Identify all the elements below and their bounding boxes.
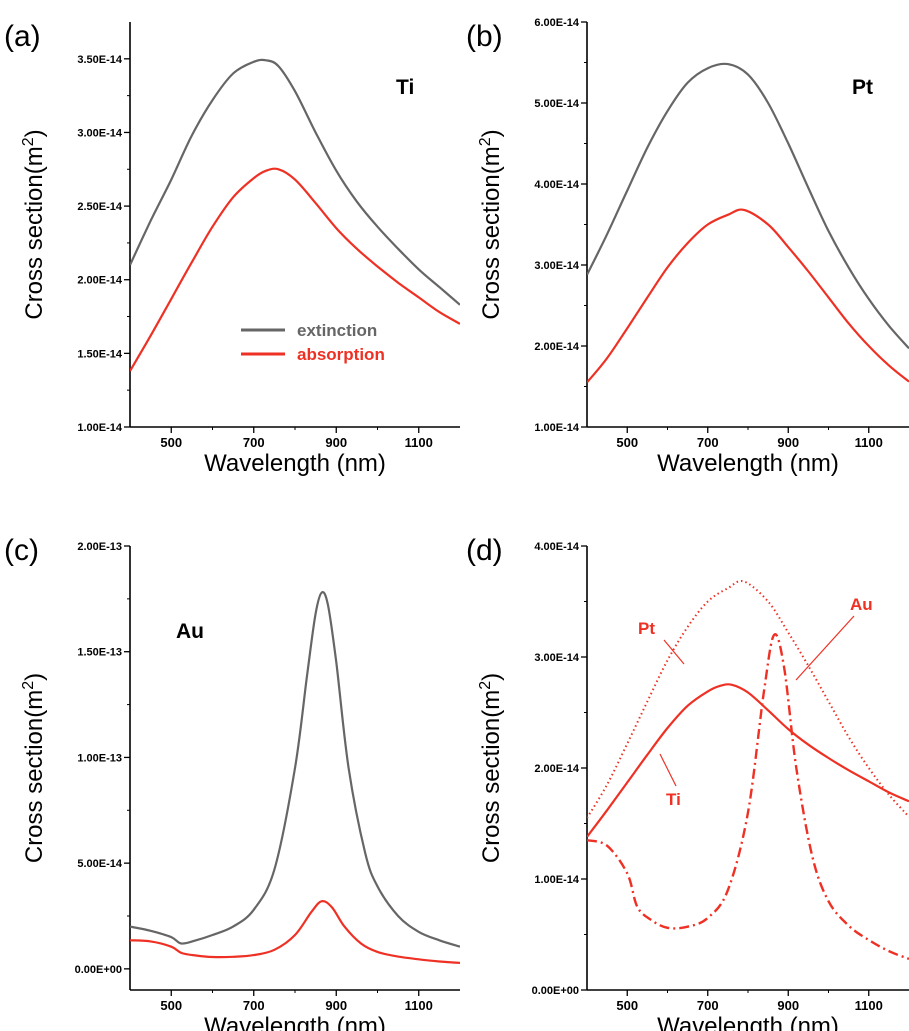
x-tick-label: 700	[243, 435, 265, 450]
x-tick-label: 1100	[855, 435, 883, 450]
y-tick-label: 4.00E-14	[534, 541, 580, 553]
chart-panel-a: 500 700 900 1100 1.00E-14 1.50E-14 2.00E-14 2.5…	[4, 20, 460, 477]
x-tick-label: 700	[697, 435, 719, 450]
y-axis-label: Cross section(m2)	[20, 673, 48, 863]
chart-panel-c: 500 700 900 1100 0.00E+00 5.00E-14 1.00E-13 1.5…	[4, 534, 460, 1031]
y-axis-label-main: Cross section(m	[21, 146, 48, 319]
y-tick-label: 3.00E-14	[534, 652, 580, 664]
y-axis-label-tail: )	[478, 129, 505, 137]
y-tick-label: 0.00E+00	[532, 985, 579, 997]
y-axis-label-superscript: 2	[477, 681, 494, 690]
y-tick-label: 2.50E-14	[77, 201, 123, 213]
y-tick-label: 4.00E-14	[534, 179, 580, 191]
panel-label: (a)	[4, 20, 41, 53]
y-tick-label: 3.00E-14	[77, 127, 123, 139]
series-line-absorption	[130, 167, 460, 372]
metal-label: Pt	[852, 76, 873, 99]
x-axis-label: Wavelength (nm)	[657, 450, 839, 477]
x-tick-label: 500	[160, 435, 182, 450]
series-line-extinction	[587, 62, 909, 350]
legend-label-absorption: absorption	[297, 345, 385, 364]
x-axis-label: Wavelength (nm)	[657, 1013, 839, 1031]
y-tick-label: 1.00E-14	[77, 422, 123, 434]
x-axis-label: Wavelength (nm)	[204, 1013, 386, 1031]
y-axis-label-main: Cross section(m	[478, 690, 505, 863]
annotation-ti: Ti	[666, 790, 681, 809]
y-tick-label: 6.00E-14	[534, 17, 580, 29]
x-tick-label: 700	[243, 998, 265, 1013]
y-tick-label: 2.00E-14	[534, 341, 580, 353]
y-tick-label: 5.00E-14	[534, 98, 580, 110]
y-tick-label: 3.00E-14	[534, 260, 580, 272]
series-group	[130, 591, 460, 964]
panel-label: (b)	[466, 20, 503, 53]
x-tick-label: 1100	[855, 998, 883, 1013]
annotation-pt-leader	[663, 639, 685, 665]
y-tick-label: 3.50E-14	[77, 54, 123, 66]
series-line-Pt	[587, 580, 909, 819]
y-tick-label: 2.00E-14	[534, 763, 580, 775]
x-tick-label: 900	[325, 435, 347, 450]
y-tick-label: 1.50E-14	[77, 348, 123, 360]
annotation-au: Au	[850, 595, 873, 614]
series-line-absorption	[587, 208, 909, 384]
chart-panel-d: 500 700 900 1100 0.00E+00 1.00E-14 2.00E-14 3.0…	[466, 534, 909, 1031]
y-axis-label: Cross section(m2)	[477, 129, 505, 319]
y-axis-label-main: Cross section(m	[21, 690, 48, 863]
x-axis-label: Wavelength (nm)	[204, 450, 386, 477]
series-line-extinction	[130, 58, 460, 306]
y-tick-label: 0.00E+00	[75, 964, 122, 976]
y-tick-label: 2.00E-14	[77, 275, 123, 287]
y-axis-label-superscript: 2	[20, 681, 37, 690]
series-line-extinction	[130, 591, 460, 948]
y-axis-label-tail: )	[21, 129, 48, 137]
x-tick-label: 1100	[405, 435, 433, 450]
x-tick-label: 900	[325, 998, 347, 1013]
y-tick-label: 1.00E-14	[534, 874, 580, 886]
x-tick-label: 500	[616, 435, 638, 450]
y-axis-label-superscript: 2	[477, 137, 494, 146]
x-tick-label: 900	[777, 435, 799, 450]
x-tick-label: 500	[616, 998, 638, 1013]
metal-label: Au	[176, 620, 204, 643]
y-axis-label-tail: )	[478, 673, 505, 681]
series-line-Ti	[587, 683, 909, 838]
series-group	[587, 580, 909, 961]
x-tick-label: 1100	[405, 998, 433, 1013]
chart-panel-b: 500 700 900 1100 1.00E-14 2.00E-14 3.00E-14 4.0…	[466, 17, 909, 477]
legend-label-extinction: extinction	[297, 321, 377, 340]
annotation-pt: Pt	[638, 619, 655, 638]
y-tick-label: 1.50E-13	[77, 647, 122, 659]
x-tick-label: 700	[697, 998, 719, 1013]
series-group	[587, 62, 909, 384]
annotations: Pt Au Ti	[638, 595, 873, 809]
y-axis-label-tail: )	[21, 673, 48, 681]
y-axis-label: Cross section(m2)	[20, 129, 48, 319]
panel-label: (d)	[466, 534, 503, 567]
series-line-Au	[587, 633, 909, 961]
series-group	[130, 58, 460, 372]
x-tick-label: 900	[777, 998, 799, 1013]
y-axis-label-superscript: 2	[20, 137, 37, 146]
legend: extinction absorption	[241, 321, 385, 364]
y-tick-label: 1.00E-14	[534, 422, 580, 434]
annotation-ti-leader	[659, 753, 677, 787]
y-tick-label: 2.00E-13	[77, 541, 122, 553]
panel-label: (c)	[4, 534, 39, 567]
y-axis-label-main: Cross section(m	[478, 146, 505, 319]
x-tick-label: 500	[160, 998, 182, 1013]
y-tick-label: 1.00E-13	[77, 752, 122, 764]
y-tick-label: 5.00E-14	[77, 858, 123, 870]
metal-label: Ti	[396, 76, 414, 99]
annotation-au-leader	[795, 615, 855, 681]
series-line-absorption	[130, 900, 460, 964]
y-axis-label: Cross section(m2)	[477, 673, 505, 863]
